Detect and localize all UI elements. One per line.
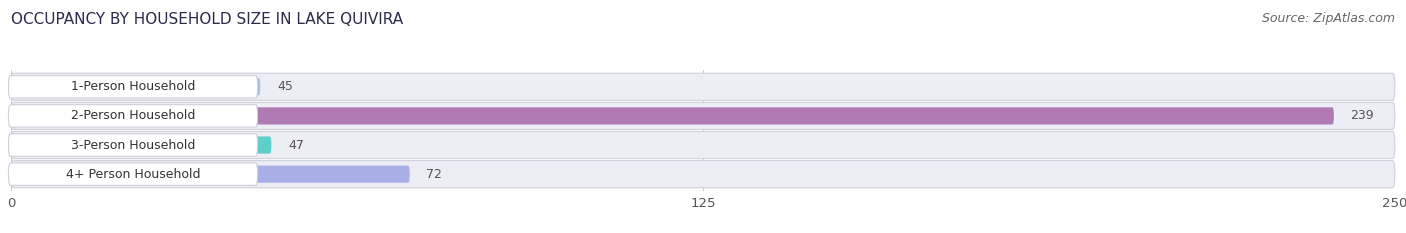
Text: 72: 72 — [426, 168, 441, 181]
Text: 3-Person Household: 3-Person Household — [70, 139, 195, 151]
Text: 4+ Person Household: 4+ Person Household — [66, 168, 200, 181]
Text: 1-Person Household: 1-Person Household — [70, 80, 195, 93]
Text: Source: ZipAtlas.com: Source: ZipAtlas.com — [1261, 12, 1395, 25]
FancyBboxPatch shape — [11, 161, 1395, 188]
FancyBboxPatch shape — [11, 78, 260, 95]
FancyBboxPatch shape — [11, 137, 271, 154]
Text: 2-Person Household: 2-Person Household — [70, 110, 195, 122]
Text: 45: 45 — [277, 80, 292, 93]
Text: OCCUPANCY BY HOUSEHOLD SIZE IN LAKE QUIVIRA: OCCUPANCY BY HOUSEHOLD SIZE IN LAKE QUIV… — [11, 12, 404, 27]
FancyBboxPatch shape — [8, 134, 257, 156]
FancyBboxPatch shape — [11, 107, 1334, 124]
FancyBboxPatch shape — [11, 131, 1395, 159]
Text: 239: 239 — [1351, 110, 1374, 122]
FancyBboxPatch shape — [11, 73, 1395, 100]
FancyBboxPatch shape — [11, 166, 409, 183]
FancyBboxPatch shape — [8, 105, 257, 127]
FancyBboxPatch shape — [11, 102, 1395, 130]
Text: 47: 47 — [288, 139, 304, 151]
FancyBboxPatch shape — [8, 163, 257, 185]
FancyBboxPatch shape — [8, 75, 257, 98]
